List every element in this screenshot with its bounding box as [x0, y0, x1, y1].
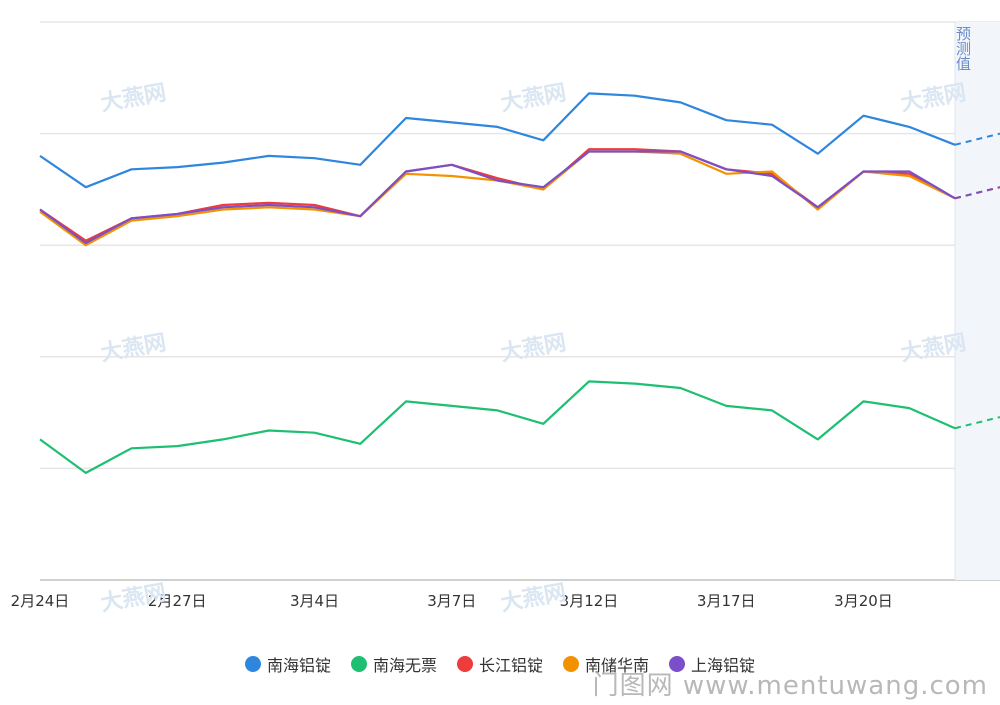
- legend-item-nanchu-huanan[interactable]: 南储华南: [563, 652, 649, 676]
- legend-dot-icon: [244, 656, 261, 672]
- x-tick-label: 3月17日: [697, 592, 756, 610]
- footer-watermark: 门图网 www.mentuwang.com: [592, 671, 988, 701]
- forecast-line-1: [954, 416, 1000, 430]
- forecast-label: 预测值: [954, 26, 972, 71]
- legend-label: 南海无票: [372, 656, 437, 675]
- series-line-4[interactable]: [39, 150, 956, 245]
- legend-label: 南储华南: [585, 656, 650, 675]
- x-tick-label: 2月24日: [11, 592, 70, 610]
- legend-label: 上海铝锭: [691, 656, 756, 675]
- forecast-line-4: [954, 186, 1000, 200]
- x-tick-label: 3月4日: [290, 592, 339, 610]
- legend-label: 南海铝锭: [266, 656, 331, 675]
- x-tick-label: 3月20日: [834, 592, 893, 610]
- x-tick-label: 3月7日: [427, 592, 476, 610]
- x-tick-labels: 2月24日 2月27日 3月4日 3月7日 3月12日 3月17日 3月20日: [11, 592, 893, 610]
- legend-item-shanghai-ingot[interactable]: 上海铝锭: [669, 652, 755, 676]
- legend-item-nanhai-ingot[interactable]: 南海铝锭: [244, 652, 331, 676]
- line-chart: 预测值 2月24日 2月27日 3月4日 3月7日 3月12日 3月17日 3月20日: [11, 21, 1000, 610]
- legend: 南海铝锭 南海无票 长江铝锭 南储华南 上海铝锭: [0, 652, 1000, 676]
- forecast-region: [955, 22, 1000, 580]
- x-tick-label: 3月12日: [560, 592, 619, 610]
- legend-dot-icon: [563, 656, 579, 672]
- legend-label: 长江铝锭: [478, 656, 543, 675]
- series-line-1[interactable]: [39, 380, 956, 474]
- series-line-0[interactable]: [39, 92, 956, 189]
- legend-dot-icon: [350, 656, 367, 672]
- series-line-2[interactable]: [39, 148, 956, 242]
- legend-dot-icon: [456, 656, 473, 672]
- x-tick-label: 2月27日: [148, 592, 207, 610]
- legend-dot-icon: [669, 656, 686, 672]
- series-lines: [39, 92, 1000, 474]
- forecast-line-0: [954, 132, 1000, 146]
- series-line-3[interactable]: [39, 150, 956, 247]
- legend-item-nanhai-noinvoice[interactable]: 南海无票: [350, 652, 437, 676]
- legend-item-changjiang-ingot[interactable]: 长江铝锭: [456, 652, 543, 676]
